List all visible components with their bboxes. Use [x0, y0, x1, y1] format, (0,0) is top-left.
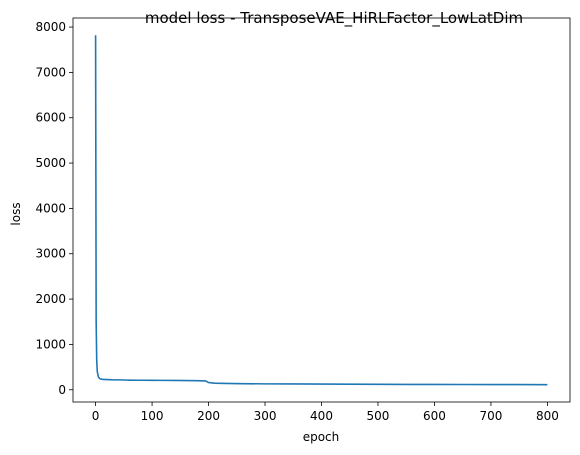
y-tick-label: 0 [58, 383, 66, 397]
y-tick-label: 6000 [35, 111, 66, 125]
x-axis-label: epoch [303, 430, 340, 444]
x-tick-label: 200 [197, 409, 220, 423]
x-tick-label: 0 [92, 409, 100, 423]
x-tick-label: 100 [141, 409, 164, 423]
x-tick-label: 700 [479, 409, 502, 423]
series-layer [96, 35, 548, 384]
x-tick-label: 500 [367, 409, 390, 423]
y-axis-label: loss [9, 202, 23, 225]
x-tick-label: 800 [536, 409, 559, 423]
x-tick-label: 300 [254, 409, 277, 423]
y-axis-ticks: 0 1000 2000 3000 4000 5000 6000 7000 8000 [35, 20, 73, 397]
x-tick-label: 400 [310, 409, 333, 423]
y-tick-label: 3000 [35, 247, 66, 261]
loss-series-line [96, 35, 548, 384]
x-axis-ticks: 0 100 200 300 400 500 600 700 800 [92, 402, 559, 423]
y-tick-label: 7000 [35, 65, 66, 79]
y-tick-label: 2000 [35, 292, 66, 306]
y-tick-label: 5000 [35, 156, 66, 170]
y-tick-label: 1000 [35, 337, 66, 351]
y-tick-label: 8000 [35, 20, 66, 34]
chart-title: model loss - TransposeVAE_HiRLFactor_Low… [145, 9, 523, 28]
y-tick-label: 4000 [35, 201, 66, 215]
x-tick-label: 600 [423, 409, 446, 423]
plot-area [73, 18, 570, 402]
